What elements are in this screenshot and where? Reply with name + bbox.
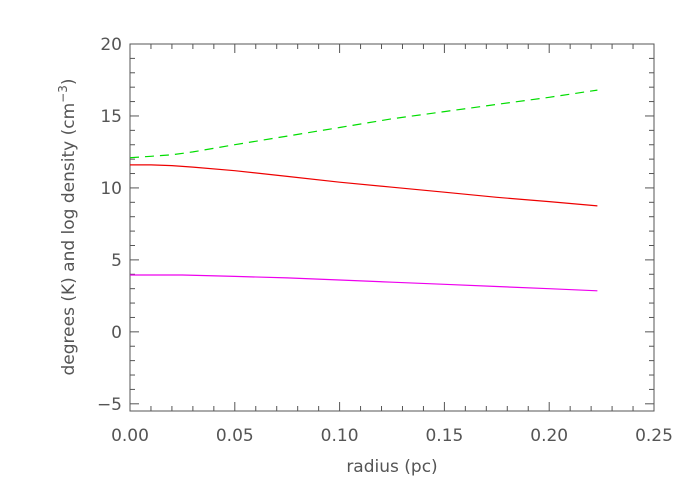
y-axis-ticks: [130, 43, 654, 405]
x-tick-label: 0.05: [216, 426, 254, 446]
y-axis-label-main: degrees (K) and log density (cm: [59, 103, 79, 376]
series-line-2: [130, 164, 598, 207]
x-axis-label: radius (pc): [346, 457, 437, 477]
x-axis-tick-labels: 0.00 0.05 0.10 0.15 0.20 0.25: [111, 426, 673, 446]
series-line-1: [129, 89, 598, 159]
y-tick-label: −5: [97, 395, 122, 415]
y-tick-label: 15: [100, 107, 122, 127]
y-tick-label: 10: [100, 179, 122, 199]
y-tick-label: 5: [111, 251, 122, 271]
y-axis-tick-labels: −5 0 5 10 15 20: [97, 35, 122, 415]
x-tick-label: 0.15: [425, 426, 463, 446]
x-tick-label: 0.25: [635, 426, 673, 446]
y-tick-label: 20: [100, 35, 122, 55]
x-axis-ticks: [129, 44, 655, 411]
series-group: [129, 89, 598, 292]
y-tick-label: 0: [111, 323, 122, 343]
y-axis-label: degrees (K) and log density (cm−3): [56, 79, 79, 376]
x-tick-label: 0.00: [111, 426, 149, 446]
plot-frame: [129, 43, 655, 412]
y-axis-label-superscript: −3: [56, 85, 70, 103]
y-axis-label-close: ): [59, 79, 79, 86]
x-tick-label: 0.20: [530, 426, 568, 446]
x-tick-label: 0.10: [321, 426, 359, 446]
series-line-3: [130, 274, 598, 292]
